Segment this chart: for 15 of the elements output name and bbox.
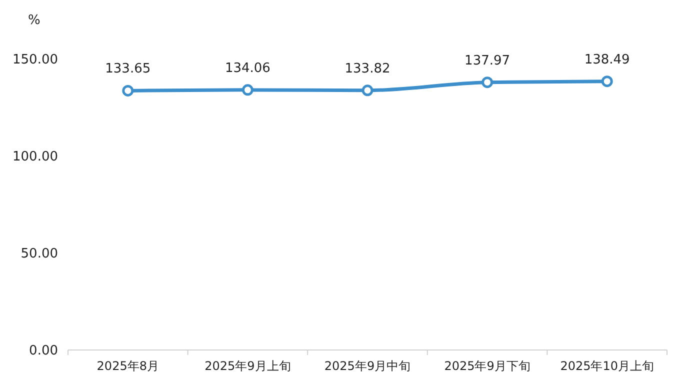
- x-tick-label: 2025年10月上旬: [560, 359, 654, 373]
- x-tick-label: 2025年9月下旬: [444, 359, 530, 373]
- y-tick-label: 150.00: [12, 52, 58, 68]
- data-label: 137.97: [464, 53, 510, 68]
- y-tick-label: 0.00: [29, 344, 58, 359]
- data-label: 133.65: [105, 62, 151, 77]
- x-tick-label: 2025年9月上旬: [204, 359, 291, 373]
- y-axis-title: %: [28, 13, 40, 28]
- data-label: 133.82: [344, 61, 390, 76]
- y-tick-label: 50.00: [20, 246, 58, 262]
- y-tick-label: 100.00: [12, 150, 58, 165]
- x-tick-label: 2025年9月中旬: [324, 359, 411, 373]
- x-tick-label: 2025年8月: [96, 359, 159, 373]
- data-label: 134.06: [224, 60, 270, 76]
- data-label: 138.49: [584, 52, 630, 68]
